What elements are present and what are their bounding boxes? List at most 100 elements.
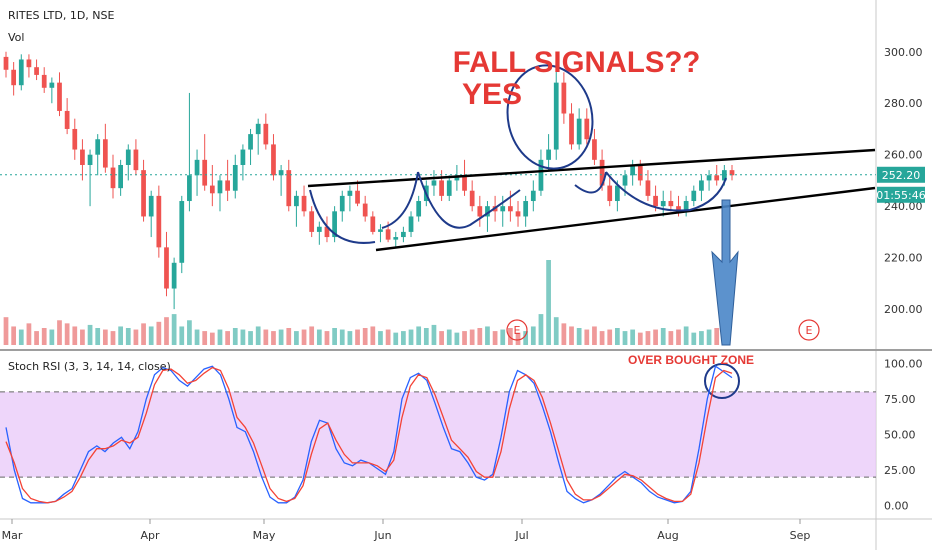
volume-bar: [362, 328, 368, 345]
overbought-label: OVER BOUGHT ZONE: [628, 353, 754, 367]
candle-body: [630, 164, 636, 176]
candle-body: [500, 206, 506, 212]
volume-bar: [660, 328, 666, 345]
price-tick-label: 300.00: [884, 46, 923, 59]
candle-body: [637, 164, 643, 181]
volume-bar: [668, 331, 674, 345]
volume-bar: [508, 328, 513, 345]
volume-bar: [164, 317, 169, 345]
candle-body: [645, 180, 651, 196]
candle-body: [80, 149, 85, 165]
candle-body: [141, 170, 146, 217]
candle-body: [446, 180, 452, 196]
candle-body: [706, 175, 712, 181]
volume-bar: [492, 331, 498, 345]
candle-body: [294, 195, 299, 207]
stoch-axis-ticks: 0.00 25.00 50.00 75.00 100.00: [884, 357, 923, 512]
volume-bar: [431, 324, 437, 345]
candle-body: [339, 195, 345, 212]
candle-body: [232, 164, 238, 191]
candle-body: [561, 82, 567, 114]
volume-bar: [584, 329, 590, 345]
stoch-band: [0, 391, 876, 478]
symbol-legend: RITES LTD, 1D, NSE: [8, 9, 115, 22]
candle-body: [416, 201, 422, 217]
upper-trendline: [307, 148, 876, 188]
candle-body: [301, 195, 307, 212]
earnings-marker-1: E: [514, 324, 521, 337]
volume-bar: [26, 323, 32, 345]
lower-trendline: [375, 186, 876, 252]
volume-bar: [194, 329, 200, 345]
last-price-badge: [877, 166, 925, 183]
volume-bar: [530, 326, 536, 345]
candle-body: [110, 167, 116, 189]
candle-body: [217, 180, 223, 194]
candle-body: [714, 175, 720, 181]
candle-body: [584, 118, 590, 140]
volume-bar: [630, 329, 636, 345]
candle-body: [164, 247, 169, 289]
volume-bar: [87, 324, 93, 345]
candle-body: [102, 139, 108, 168]
volume-bar: [446, 329, 452, 345]
drawn-cup-5: [605, 171, 727, 212]
volume-bar: [653, 329, 658, 345]
volume-bar: [439, 331, 444, 345]
volume-bar: [41, 328, 47, 345]
volume-bar: [714, 328, 720, 345]
volume-bar: [538, 314, 544, 345]
volume-bar: [49, 329, 55, 345]
volume-bar: [576, 328, 582, 345]
volume-bar: [309, 326, 315, 345]
candle-body: [385, 229, 391, 240]
volume-bar: [141, 323, 146, 345]
candle-body: [248, 134, 253, 150]
candle-body: [316, 226, 322, 232]
volume-bar: [500, 329, 506, 345]
volume-bar: [102, 329, 108, 345]
down-arrow: [711, 199, 739, 346]
candle-body: [18, 59, 24, 86]
time-axis-labels: Mar Apr May Jun Jul Aug Sep: [2, 519, 810, 542]
candle-body: [523, 201, 529, 217]
candle-body: [332, 211, 337, 238]
volume-bar: [18, 329, 24, 345]
earnings-marker-circle-2: [798, 319, 820, 341]
stoch-legend: Stoch RSI (3, 3, 14, 14, close): [8, 360, 171, 373]
time-tick-label: Apr: [140, 529, 160, 542]
drawn-circle-top: [506, 64, 594, 170]
volume-bar: [202, 331, 208, 345]
candle-body: [469, 190, 475, 207]
candle-body: [3, 56, 9, 70]
volume-bar: [271, 331, 276, 345]
volume-bar: [347, 331, 353, 345]
volume-bar: [255, 326, 261, 345]
candle-body: [309, 211, 315, 232]
candle-body: [462, 175, 467, 191]
candle-body: [41, 74, 47, 88]
volume-bar: [416, 326, 422, 345]
volume-bar: [706, 329, 712, 345]
volume-bar: [614, 328, 620, 345]
candle-body: [255, 123, 261, 135]
candle-body: [378, 229, 383, 232]
volume-bar: [607, 329, 613, 345]
volume-bars: [3, 260, 720, 345]
candle-body: [225, 180, 230, 191]
volume-bar: [355, 329, 360, 345]
volume-bar: [324, 331, 330, 345]
candle-body: [72, 128, 78, 150]
candle-body: [240, 149, 246, 165]
candle-body: [393, 237, 399, 240]
candle-body: [263, 123, 269, 145]
candle-body: [653, 195, 658, 207]
volume-bar: [477, 328, 483, 345]
candle-body: [729, 170, 735, 176]
volume-bar: [148, 326, 154, 345]
volume-bar: [592, 326, 597, 345]
candle-body: [347, 190, 353, 196]
volume-bar: [523, 331, 529, 345]
volume-bar: [225, 331, 230, 345]
